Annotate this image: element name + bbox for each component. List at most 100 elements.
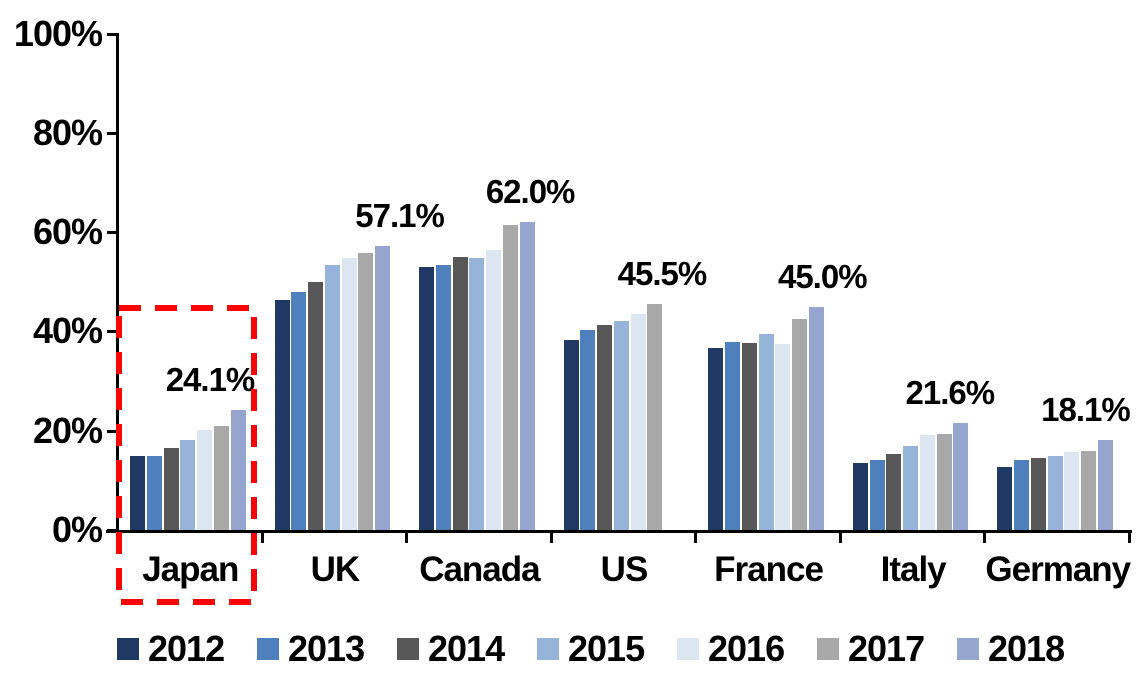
y-axis-tick-label: 0% (51, 509, 103, 550)
bar-italy-2013 (869, 459, 885, 530)
y-axis-tick (107, 231, 118, 235)
bar-us-2012 (563, 339, 579, 530)
bar-italy-2016 (919, 435, 935, 530)
bar-canada-2014 (452, 257, 468, 530)
legend-label-2016: 2016 (708, 628, 785, 669)
bar-uk-2015 (324, 265, 340, 530)
y-axis-tick-label: 20% (32, 409, 103, 451)
data-label-us: 45.5% (617, 255, 708, 293)
bar-france-2012 (708, 348, 724, 530)
bar-germany-2018 (1097, 440, 1113, 530)
y-axis-tick (107, 429, 118, 433)
bar-france-2015 (758, 334, 774, 530)
bar-canada-2017 (502, 224, 518, 530)
category-label-italy: Italy (880, 550, 947, 589)
x-axis-tick (405, 530, 409, 543)
bar-uk-2013 (291, 292, 307, 530)
legend: 2012 2013 2014 2015 2016 2017 2018 (0, 626, 1142, 676)
legend-label-2017: 2017 (848, 628, 925, 669)
bar-canada-2016 (486, 250, 502, 530)
bar-japan-2012 (130, 456, 145, 530)
y-axis-tick-label: 80% (32, 111, 103, 153)
legend-swatch-2013 (257, 638, 279, 660)
bar-france-2016 (775, 343, 791, 530)
legend-swatch-2017 (817, 638, 839, 660)
category-label-france: France (714, 550, 824, 589)
y-axis-tick (107, 32, 118, 36)
x-axis-tick (116, 530, 119, 543)
category-label-uk: UK (310, 550, 361, 589)
bar-japan-2017 (213, 425, 229, 530)
bar-japan-2014 (163, 447, 179, 530)
legend-swatch-2012 (117, 638, 139, 660)
data-label-canada: 62.0% (485, 173, 576, 211)
bar-germany-2013 (1014, 459, 1030, 530)
bar-italy-2014 (886, 453, 902, 530)
bar-canada-2015 (469, 258, 485, 530)
x-axis-tick (549, 530, 553, 543)
category-label-japan: Japan (142, 550, 239, 589)
bar-germany-2014 (1030, 457, 1046, 530)
y-axis-tick (107, 131, 118, 135)
legend-swatch-2015 (537, 638, 559, 660)
bar-uk-2014 (308, 282, 324, 530)
bar-japan-2013 (146, 455, 162, 530)
bar-uk-2012 (274, 300, 290, 530)
data-label-france: 45.0% (777, 257, 868, 295)
data-label-uk: 57.1% (355, 197, 445, 235)
x-axis-tick (694, 530, 698, 543)
bar-france-2017 (792, 319, 808, 530)
bar-italy-2015 (903, 445, 919, 530)
data-label-italy: 21.6% (905, 373, 996, 411)
bar-japan-2018 (230, 410, 246, 530)
bar-us-2017 (647, 304, 663, 530)
bar-uk-2017 (358, 252, 374, 530)
bar-canada-2018 (519, 222, 535, 530)
legend-swatch-2014 (397, 638, 419, 660)
y-axis-tick-label: 40% (32, 310, 103, 352)
y-axis-line (116, 33, 119, 533)
bar-italy-2018 (953, 422, 969, 530)
y-axis-tick (107, 529, 118, 532)
x-axis-tick (260, 530, 264, 543)
bar-us-2016 (630, 313, 646, 530)
bar-uk-2018 (375, 246, 391, 530)
legend-label-2013: 2013 (288, 628, 365, 669)
bar-italy-2012 (852, 463, 868, 530)
bar-france-2013 (725, 342, 741, 530)
bar-germany-2016 (1064, 451, 1080, 530)
bar-japan-2015 (180, 440, 196, 530)
bar-italy-2017 (936, 434, 952, 530)
legend-label-2018: 2018 (988, 628, 1065, 669)
y-axis-tick-label: 60% (32, 211, 103, 253)
legend-label-2015: 2015 (568, 628, 645, 669)
bar-canada-2012 (419, 266, 435, 530)
legend-swatch-2016 (677, 638, 699, 660)
x-axis-tick (1127, 530, 1131, 543)
x-axis-line (106, 530, 1132, 533)
bar-germany-2012 (997, 467, 1013, 530)
x-axis-tick (838, 530, 842, 543)
category-label-us: US (600, 550, 649, 589)
category-label-germany: Germany (985, 550, 1131, 589)
bar-france-2018 (808, 306, 824, 530)
legend-label-2012: 2012 (148, 628, 225, 669)
bar-us-2015 (613, 320, 629, 530)
legend-swatch-2018 (957, 638, 979, 660)
y-axis-tick (107, 330, 118, 334)
legend-label-2014: 2014 (428, 628, 505, 669)
bar-uk-2016 (341, 258, 357, 530)
bar-germany-2017 (1081, 450, 1097, 530)
x-axis-tick (983, 530, 987, 543)
data-label-japan: 24.1% (165, 361, 256, 399)
y-axis-tick-label: 100% (13, 12, 103, 54)
bar-us-2014 (597, 325, 613, 530)
bar-japan-2016 (197, 430, 212, 530)
bar-germany-2015 (1047, 456, 1063, 530)
data-label-germany: 18.1% (1041, 391, 1131, 429)
bar-france-2014 (741, 342, 757, 530)
bar-canada-2013 (435, 264, 451, 530)
bar-us-2013 (580, 330, 596, 530)
